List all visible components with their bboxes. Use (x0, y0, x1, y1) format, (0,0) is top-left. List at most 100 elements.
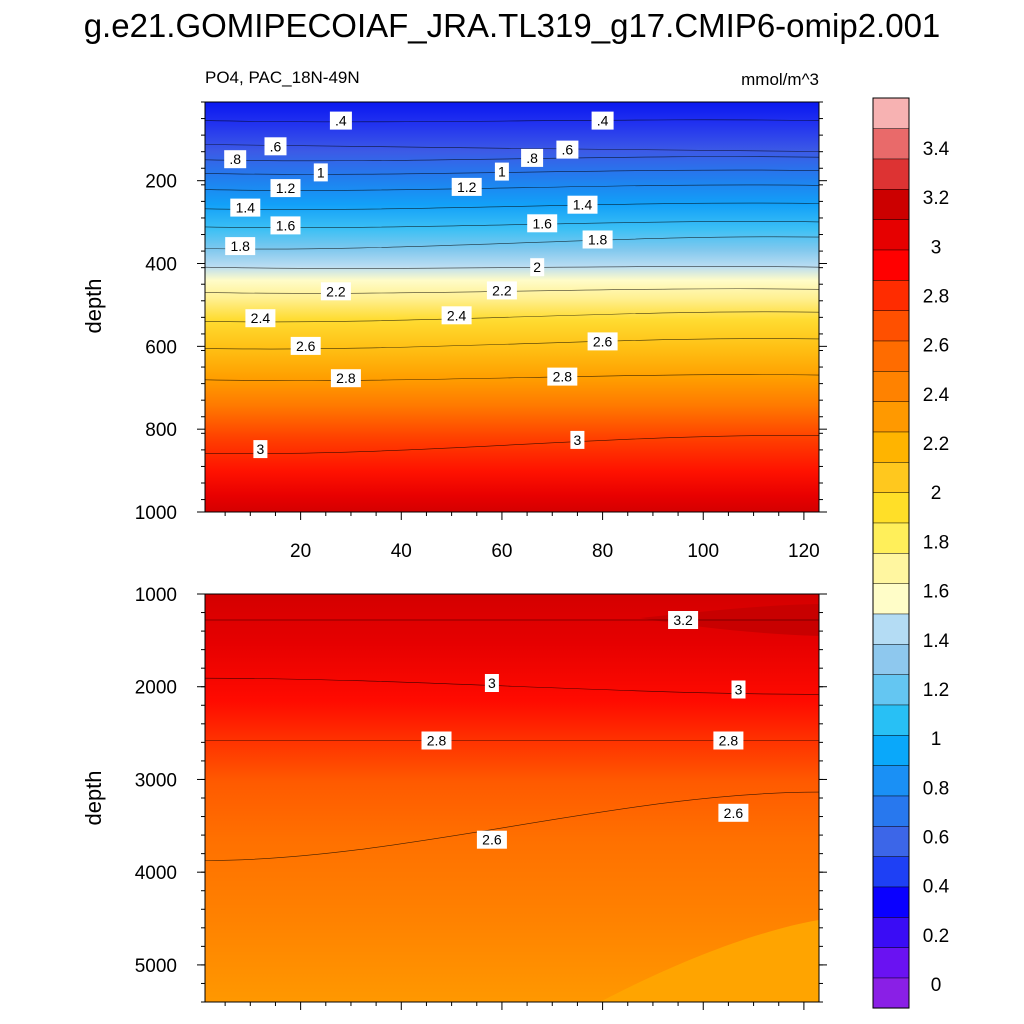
contour-label-box (270, 179, 301, 198)
contour-label-box (313, 163, 328, 182)
lower-contour-labels: 3.2 3 3 2.8 2.8 2.6 2.6 (421, 611, 749, 849)
panel-subtitle-left: PO4, PAC_18N-49N (205, 68, 360, 87)
colorbar: 0 0.2 0.4 0.6 0.8 1 1.2 1.4 1.6 1.8 2 2.2 2.4 2.6 2.8 3… (872, 97, 950, 1009)
colorbar-label: 1.4 (923, 631, 950, 652)
contour-label-text: 2.4 (251, 310, 271, 326)
contour-label: 3 (253, 440, 268, 459)
colorbar-label: 2 (931, 483, 942, 504)
chart-title: g.e21.GOMIPECOIAF_JRA.TL319_g17.CMIP6-om… (83, 7, 941, 44)
contour-label: 1.2 (270, 179, 301, 198)
contour-label: 2.8 (330, 369, 361, 388)
contour-label-box (582, 230, 613, 249)
contour-label-text: 1.8 (588, 232, 608, 248)
colorbar-label: 0.8 (923, 778, 949, 799)
contour-label-text: .6 (562, 142, 574, 158)
contour-label: 1 (494, 162, 509, 181)
colorbar-swatch (872, 765, 910, 797)
contour-label-box (731, 680, 746, 699)
contour-label-box (451, 177, 482, 196)
contour-label: 2.8 (547, 367, 578, 386)
y-tick-label: 4000 (135, 863, 177, 884)
contour-line (205, 311, 819, 323)
contour-label: 2.6 (718, 803, 749, 822)
colorbar-swatch (872, 522, 910, 554)
upper-plot-fill (205, 102, 819, 512)
contour-line (205, 338, 819, 350)
contour-label-box (441, 306, 472, 325)
lower-y-axis-label: depth (81, 770, 106, 825)
colorbar-label: 0 (931, 975, 942, 996)
colorbar-swatch (872, 219, 910, 251)
contour-label-text: 1.6 (276, 217, 296, 233)
colorbar-swatch (872, 431, 910, 463)
contour-label-text: 2.8 (719, 733, 739, 749)
contour-label-text: 3 (257, 441, 265, 457)
contour-label: 1.8 (225, 237, 256, 256)
contour-label-text: 1.2 (457, 179, 477, 195)
x-tick-label: 20 (290, 541, 311, 562)
contour-label-text: 1.8 (230, 238, 250, 254)
contour-label-text: 2.2 (492, 282, 512, 298)
contour-label: .4 (329, 111, 352, 130)
contour-label-box (494, 162, 509, 181)
contour-line (205, 156, 819, 162)
colorbar-swatch (872, 674, 910, 706)
contour-label-box (530, 258, 545, 277)
contour-label-box (527, 214, 558, 233)
contour-label: 2.8 (713, 731, 744, 750)
contour-label-box (668, 611, 699, 629)
contour-label-box (330, 369, 361, 388)
contour-line (205, 119, 819, 123)
contour-line (205, 435, 819, 455)
contour-label-box (570, 430, 585, 449)
contour-label-text: 2.6 (724, 805, 744, 821)
contour-line (205, 202, 819, 210)
y-tick-label: 3000 (135, 771, 177, 792)
colorbar-label: 0.2 (923, 926, 949, 947)
x-tick-label: 100 (687, 541, 719, 562)
contour-label-box (476, 830, 507, 849)
colorbar-swatch (872, 340, 910, 372)
contour-label-text: 1.4 (236, 200, 256, 216)
colorbar-swatch (872, 370, 910, 402)
colorbar-swatch (872, 583, 910, 615)
y-tick-label: 5000 (135, 956, 177, 977)
y-tick-label: 400 (145, 255, 177, 276)
lower-panel: 3.2 3 3 2.8 2.8 2.6 2.6 1000 2000 3000 4000 5000 d… (81, 585, 827, 1010)
contour-label-text: 1.6 (532, 215, 552, 231)
colorbar-label: 2.6 (923, 336, 949, 357)
contour-label-text: 2.8 (553, 369, 573, 385)
colorbar-label: 1.8 (923, 532, 949, 553)
contour-label-text: 3 (574, 432, 582, 448)
contour-label-text: .4 (335, 113, 347, 129)
colorbar-swatch (872, 886, 910, 918)
colorbar-swatch (872, 279, 910, 311)
colorbar-swatch (872, 249, 910, 281)
lower-deep-band (600, 920, 819, 1002)
contour-label-box (567, 195, 598, 214)
contour-label-text: 2.8 (336, 370, 356, 386)
x-tick-label: 40 (391, 541, 412, 562)
contour-label-box (713, 731, 744, 750)
contour-label-text: 2.8 (427, 733, 447, 749)
upper-axis-ticks: 200 400 600 800 1000 20 40 60 80 100 120 (135, 101, 827, 562)
contour-label: 3 (570, 430, 585, 449)
colorbar-label: 3.4 (923, 139, 950, 160)
y-tick-label: 800 (145, 420, 177, 441)
contour-line (205, 266, 819, 269)
contour-label-text: 1.2 (276, 180, 296, 196)
contour-label-box (484, 674, 499, 692)
contour-label: 2.2 (320, 282, 351, 301)
y-tick-label: 200 (145, 172, 177, 193)
y-tick-label: 600 (145, 337, 177, 358)
colorbar-label: 2.4 (923, 385, 950, 406)
contour-label: 1.4 (230, 198, 261, 217)
contour-label-box (591, 111, 614, 130)
colorbar-label: 2.2 (923, 434, 949, 455)
contour-label-text: 1 (317, 164, 325, 180)
contour-label: 2.8 (421, 731, 452, 750)
colorbar-swatch (872, 461, 910, 493)
colorbar-label: 2.8 (923, 287, 949, 308)
colorbar-swatch (872, 188, 910, 220)
colorbar-swatch (872, 613, 910, 645)
